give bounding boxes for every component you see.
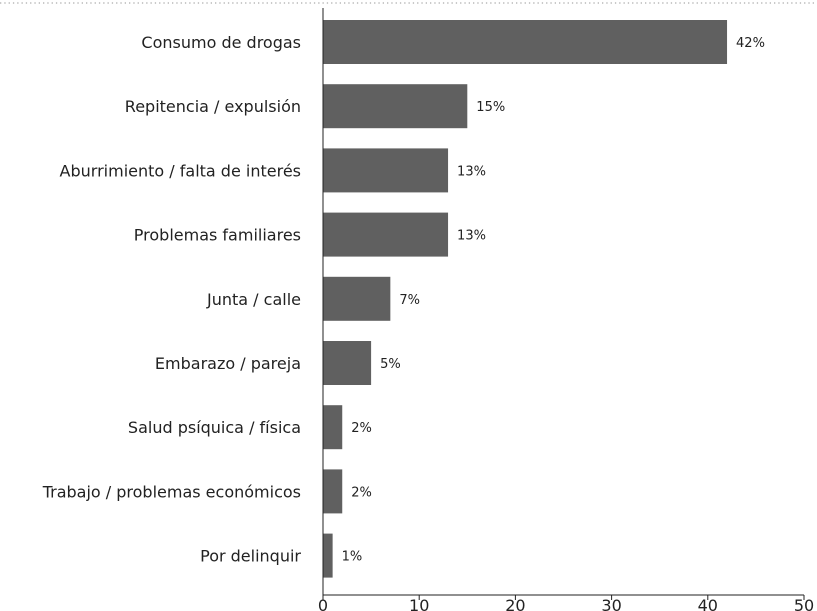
bar-problemas-familiares: [323, 212, 449, 257]
category-labels: Consumo de drogas Repitencia / expulsión A…: [42, 33, 302, 566]
x-tick-label-0: 0: [318, 596, 328, 611]
data-label-junta-calle: 7%: [399, 293, 420, 308]
bar-embarazo-pareja: [323, 341, 372, 385]
data-label-aburrimiento-falta-de-interes: 13%: [457, 164, 486, 179]
data-label-consumo-de-drogas: 42%: [736, 36, 765, 51]
x-tick-label-20: 20: [505, 596, 525, 611]
x-tick-label-10: 10: [409, 596, 429, 611]
category-label-problemas-familiares: Problemas familiares: [134, 226, 301, 245]
x-tick-label-50: 50: [794, 596, 814, 611]
category-label-salud-psiquica-fisica: Salud psíquica / física: [128, 418, 301, 437]
category-label-aburrimiento-falta-de-interes: Aburrimiento / falta de interés: [60, 161, 301, 180]
x-axis-ticks: 0 10 20 30 40 50: [318, 595, 814, 611]
category-label-junta-calle: Junta / calle: [206, 290, 301, 309]
category-label-por-delinquir: Por delinquir: [200, 547, 301, 566]
bar-aburrimiento-falta-de-interes: [323, 148, 449, 193]
bar-consumo-de-drogas: [323, 20, 728, 64]
data-label-trabajo-problemas-economicos: 2%: [351, 485, 372, 500]
bar-trabajo-problemas-economicos: [323, 469, 343, 514]
category-label-consumo-de-drogas: Consumo de drogas: [141, 33, 301, 52]
bar-repitencia-expulsion: [323, 84, 468, 129]
data-label-repitencia-expulsion: 15%: [476, 100, 505, 115]
data-label-salud-psiquica-fisica: 2%: [351, 421, 372, 436]
bar-por-delinquir: [323, 533, 333, 578]
x-tick-label-40: 40: [698, 596, 718, 611]
category-label-embarazo-pareja: Embarazo / pareja: [155, 354, 301, 373]
data-label-embarazo-pareja: 5%: [380, 357, 401, 372]
data-label-por-delinquir: 1%: [342, 550, 363, 565]
bar-junta-calle: [323, 276, 391, 321]
bars-layer: [323, 20, 728, 578]
data-labels: 42% 15% 13% 13% 7% 5% 2% 2% 1%: [342, 36, 765, 565]
bar-salud-psiquica-fisica: [323, 405, 343, 450]
category-label-repitencia-expulsion: Repitencia / expulsión: [125, 97, 301, 116]
data-label-problemas-familiares: 13%: [457, 229, 486, 244]
category-label-trabajo-problemas-economicos: Trabajo / problemas económicos: [42, 482, 301, 501]
x-tick-label-30: 30: [601, 596, 621, 611]
